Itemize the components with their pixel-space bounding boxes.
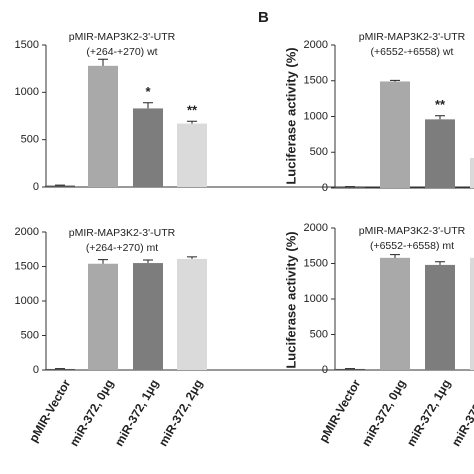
error-bar bbox=[98, 58, 108, 66]
panel-label: B bbox=[258, 9, 269, 26]
bar bbox=[88, 65, 118, 187]
error-bar bbox=[98, 259, 108, 264]
y-tick-label: 1000 bbox=[15, 86, 39, 98]
bar bbox=[45, 368, 75, 370]
y-tick-label: 2000 bbox=[15, 226, 39, 238]
chart-title: pMIR-MAP3K2-3'-UTR bbox=[359, 31, 466, 43]
bar bbox=[335, 368, 365, 370]
chart-title: (+264-+270) mt bbox=[86, 242, 158, 254]
y-tick-label: 0 bbox=[322, 364, 328, 376]
error-bar bbox=[390, 79, 400, 82]
y-axis-label: Luciferase activity (%) bbox=[283, 47, 298, 184]
y-tick-label: 500 bbox=[21, 134, 39, 146]
significance: ** bbox=[435, 97, 446, 112]
error-bar bbox=[390, 254, 400, 258]
chart-title: pMIR-MAP3K2-3'-UTR bbox=[69, 227, 176, 239]
y-tick-label: 500 bbox=[21, 329, 39, 341]
y-tick-label: 500 bbox=[310, 146, 328, 158]
bar bbox=[380, 81, 410, 188]
significance: ** bbox=[187, 103, 198, 118]
bar bbox=[380, 257, 410, 370]
bar bbox=[133, 108, 163, 187]
chart-title: pMIR-MAP3K2-3'-UTR bbox=[359, 225, 466, 237]
error-bar bbox=[435, 261, 445, 265]
significance: * bbox=[145, 84, 151, 99]
y-tick-label: 500 bbox=[310, 328, 328, 340]
bar bbox=[425, 264, 455, 370]
y-tick-label: 0 bbox=[33, 364, 39, 376]
error-bar bbox=[143, 259, 153, 264]
chart-title: (+6552-+6558) mt bbox=[370, 240, 454, 252]
y-tick-label: 1500 bbox=[15, 39, 39, 51]
bar bbox=[425, 119, 455, 188]
bar bbox=[177, 123, 207, 187]
y-tick-label: 1500 bbox=[15, 260, 39, 272]
y-tick-label: 1000 bbox=[304, 110, 328, 122]
x-tick-label: miR-372, 2μg bbox=[156, 377, 205, 449]
y-tick-label: 1500 bbox=[304, 257, 328, 269]
x-tick-label: miR-372, 1μg bbox=[112, 377, 161, 449]
y-tick-label: 2000 bbox=[304, 222, 328, 234]
x-tick-label: miR-372, 0μg bbox=[359, 377, 408, 449]
error-bar bbox=[435, 115, 445, 120]
error-bar bbox=[187, 256, 197, 259]
bar bbox=[470, 257, 474, 370]
x-tick-label: miR-372, 2μg bbox=[449, 377, 474, 449]
bar bbox=[45, 185, 75, 187]
y-tick-label: 1000 bbox=[15, 295, 39, 307]
x-tick-label: miR-372, 1μg bbox=[404, 377, 453, 449]
y-tick-label: 0 bbox=[322, 182, 328, 194]
x-tick-label: pMIR-Vector bbox=[316, 377, 363, 445]
x-tick-label: pMIR-Vector bbox=[26, 377, 73, 445]
y-tick-label: 1500 bbox=[304, 75, 328, 87]
error-bar bbox=[143, 102, 153, 109]
bar bbox=[88, 263, 118, 370]
bar bbox=[133, 263, 163, 370]
x-tick-label: miR-372, 0μg bbox=[67, 377, 116, 449]
y-tick-label: 0 bbox=[33, 181, 39, 193]
bar bbox=[470, 157, 474, 188]
y-tick-label: 1000 bbox=[304, 293, 328, 305]
y-axis-label: Luciferase activity (%) bbox=[283, 231, 298, 368]
bar bbox=[177, 258, 207, 370]
bar bbox=[335, 186, 365, 188]
chart-title: (+6552-+6558) wt bbox=[371, 46, 454, 58]
error-bar bbox=[187, 120, 197, 124]
y-tick-label: 2000 bbox=[304, 39, 328, 51]
chart-title: pMIR-MAP3K2-3'-UTR bbox=[69, 31, 176, 43]
chart-title: (+264-+270) wt bbox=[86, 46, 157, 58]
